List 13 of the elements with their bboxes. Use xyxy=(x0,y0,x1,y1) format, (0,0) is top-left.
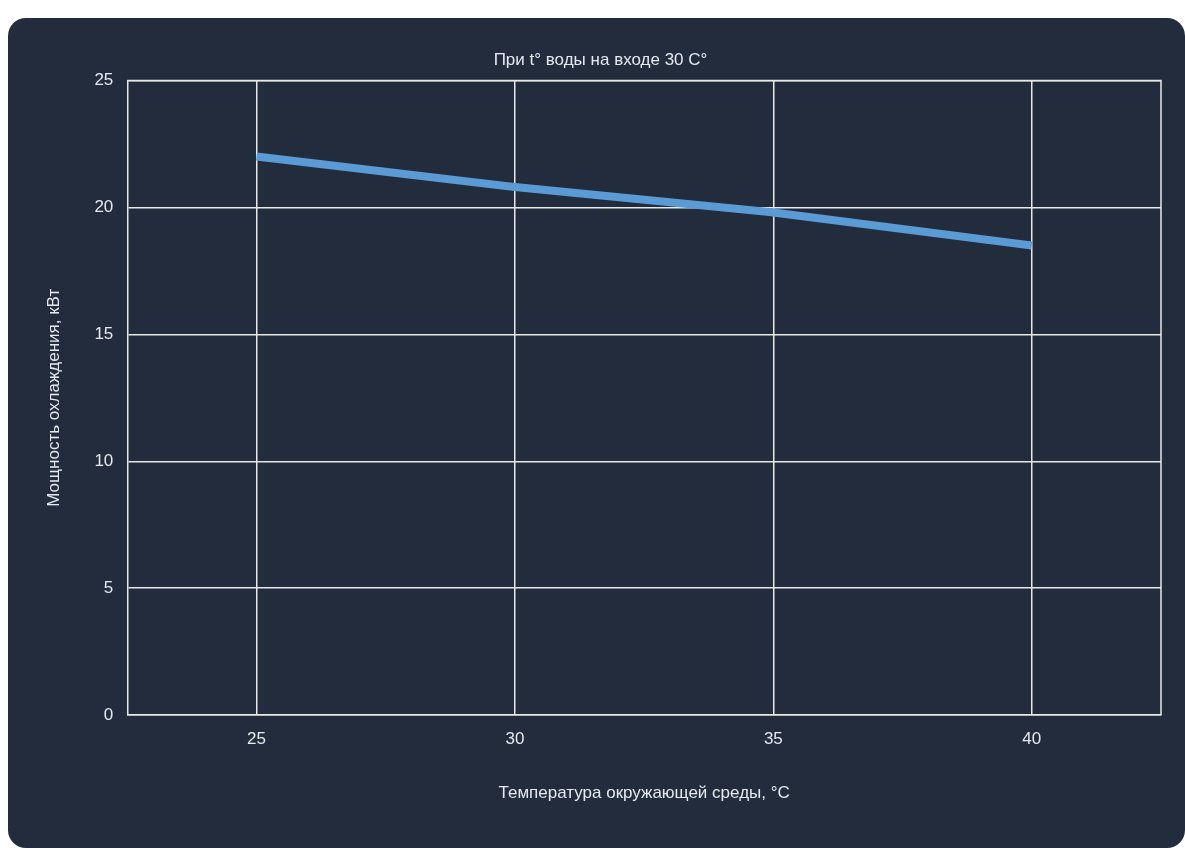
x-tick-label: 40 xyxy=(1022,729,1042,749)
chart-title: При t° воды на входе 30 C° xyxy=(493,49,708,69)
y-tick-label: 20 xyxy=(94,197,114,217)
y-tick-label: 0 xyxy=(103,704,114,724)
x-axis-title: Температура окружающей среды, °C xyxy=(498,783,790,803)
y-tick-label: 5 xyxy=(103,577,114,597)
x-tick-label: 30 xyxy=(505,729,525,749)
x-tick-label: 35 xyxy=(763,729,783,749)
y-tick-label: 25 xyxy=(94,70,114,90)
y-tick-label: 10 xyxy=(94,450,114,470)
y-axis-title: Мощность охлаждения, кВт xyxy=(43,288,63,507)
x-tick-label: 25 xyxy=(247,729,266,749)
y-tick-label: 15 xyxy=(94,324,114,344)
